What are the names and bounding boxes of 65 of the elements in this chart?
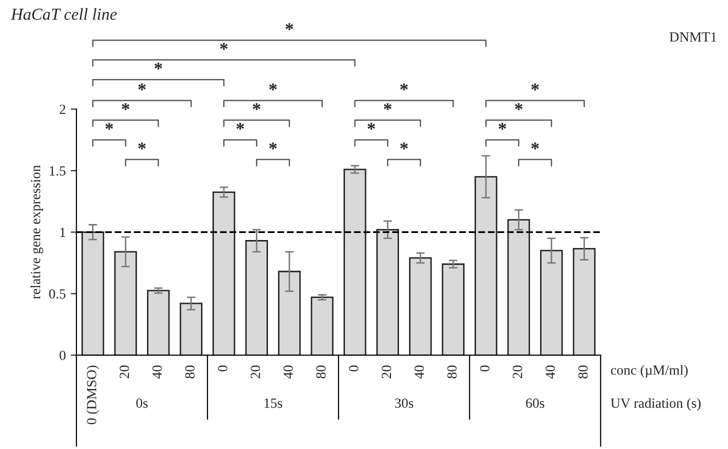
annotation: * bbox=[368, 122, 376, 130]
text: 60s bbox=[526, 398, 544, 408]
bar bbox=[376, 228, 399, 356]
x-tick-label: 80 bbox=[447, 366, 457, 378]
bar bbox=[442, 263, 465, 356]
x-tick-label: 20 bbox=[512, 366, 522, 378]
x-tick-label: 0 (DMSO) bbox=[86, 366, 100, 424]
annotation: * bbox=[498, 122, 506, 130]
bar bbox=[474, 176, 498, 356]
x-tick-label: 80 bbox=[316, 366, 326, 378]
annotation: * bbox=[105, 122, 113, 130]
text: 30s bbox=[395, 398, 414, 408]
y-tick-label: 0.5 bbox=[49, 289, 66, 299]
y-tick-label: 1 bbox=[60, 228, 66, 237]
bar bbox=[572, 248, 596, 356]
bar bbox=[278, 270, 301, 356]
x-tick-label: 20 bbox=[382, 366, 392, 378]
annotation: * bbox=[236, 122, 244, 130]
annotation: * bbox=[531, 142, 539, 150]
text: DNMT1 bbox=[670, 32, 716, 42]
bar bbox=[507, 219, 530, 356]
text: 0s bbox=[136, 398, 148, 408]
text: * bbox=[531, 84, 539, 90]
chart-title: HaCaT cell line bbox=[10, 8, 117, 20]
annotation: * bbox=[122, 103, 130, 110]
text: UV radiation (s) bbox=[610, 398, 701, 411]
bar bbox=[212, 191, 236, 356]
bar bbox=[114, 251, 137, 356]
bar bbox=[310, 296, 334, 356]
x-tick-label: 80 bbox=[185, 366, 195, 378]
annotation: * bbox=[384, 103, 392, 110]
annotation: * bbox=[252, 103, 260, 110]
text: * bbox=[138, 84, 146, 90]
text: * bbox=[154, 62, 162, 70]
y-tick-label: 2 bbox=[60, 104, 66, 114]
annotation: * bbox=[400, 142, 408, 150]
x-tick-label: 40 bbox=[414, 366, 424, 379]
x-tick-label: 0 bbox=[349, 366, 358, 372]
annotation: * bbox=[269, 142, 277, 150]
text: * bbox=[400, 84, 408, 90]
bar bbox=[245, 240, 268, 356]
bar bbox=[540, 250, 563, 356]
bar bbox=[344, 168, 366, 356]
text: 15s bbox=[264, 398, 282, 408]
bar bbox=[81, 231, 104, 356]
bar bbox=[180, 302, 202, 356]
bar bbox=[147, 290, 170, 356]
x-tick-label: 20 bbox=[250, 366, 260, 378]
x-axis-title: conc (µM/ml) bbox=[610, 365, 688, 378]
x-tick-label: 40 bbox=[152, 366, 162, 379]
y-tick-label: 1.5 bbox=[50, 166, 66, 176]
text: * bbox=[286, 23, 294, 30]
bar bbox=[409, 257, 432, 356]
text: * bbox=[269, 84, 277, 90]
x-tick-label: 40 bbox=[283, 366, 293, 379]
text: * bbox=[220, 42, 228, 50]
x-tick-label: 0 bbox=[218, 366, 228, 372]
annotation: * bbox=[514, 103, 522, 110]
y-tick-label: 0 bbox=[60, 350, 66, 360]
y-axis-title: relative gene expression bbox=[30, 165, 44, 299]
annotation: * bbox=[138, 142, 146, 150]
x-tick-label: 20 bbox=[120, 366, 130, 378]
x-tick-label: 80 bbox=[578, 366, 588, 378]
x-tick-label: 0 bbox=[480, 366, 490, 372]
x-tick-label: 40 bbox=[546, 366, 555, 379]
